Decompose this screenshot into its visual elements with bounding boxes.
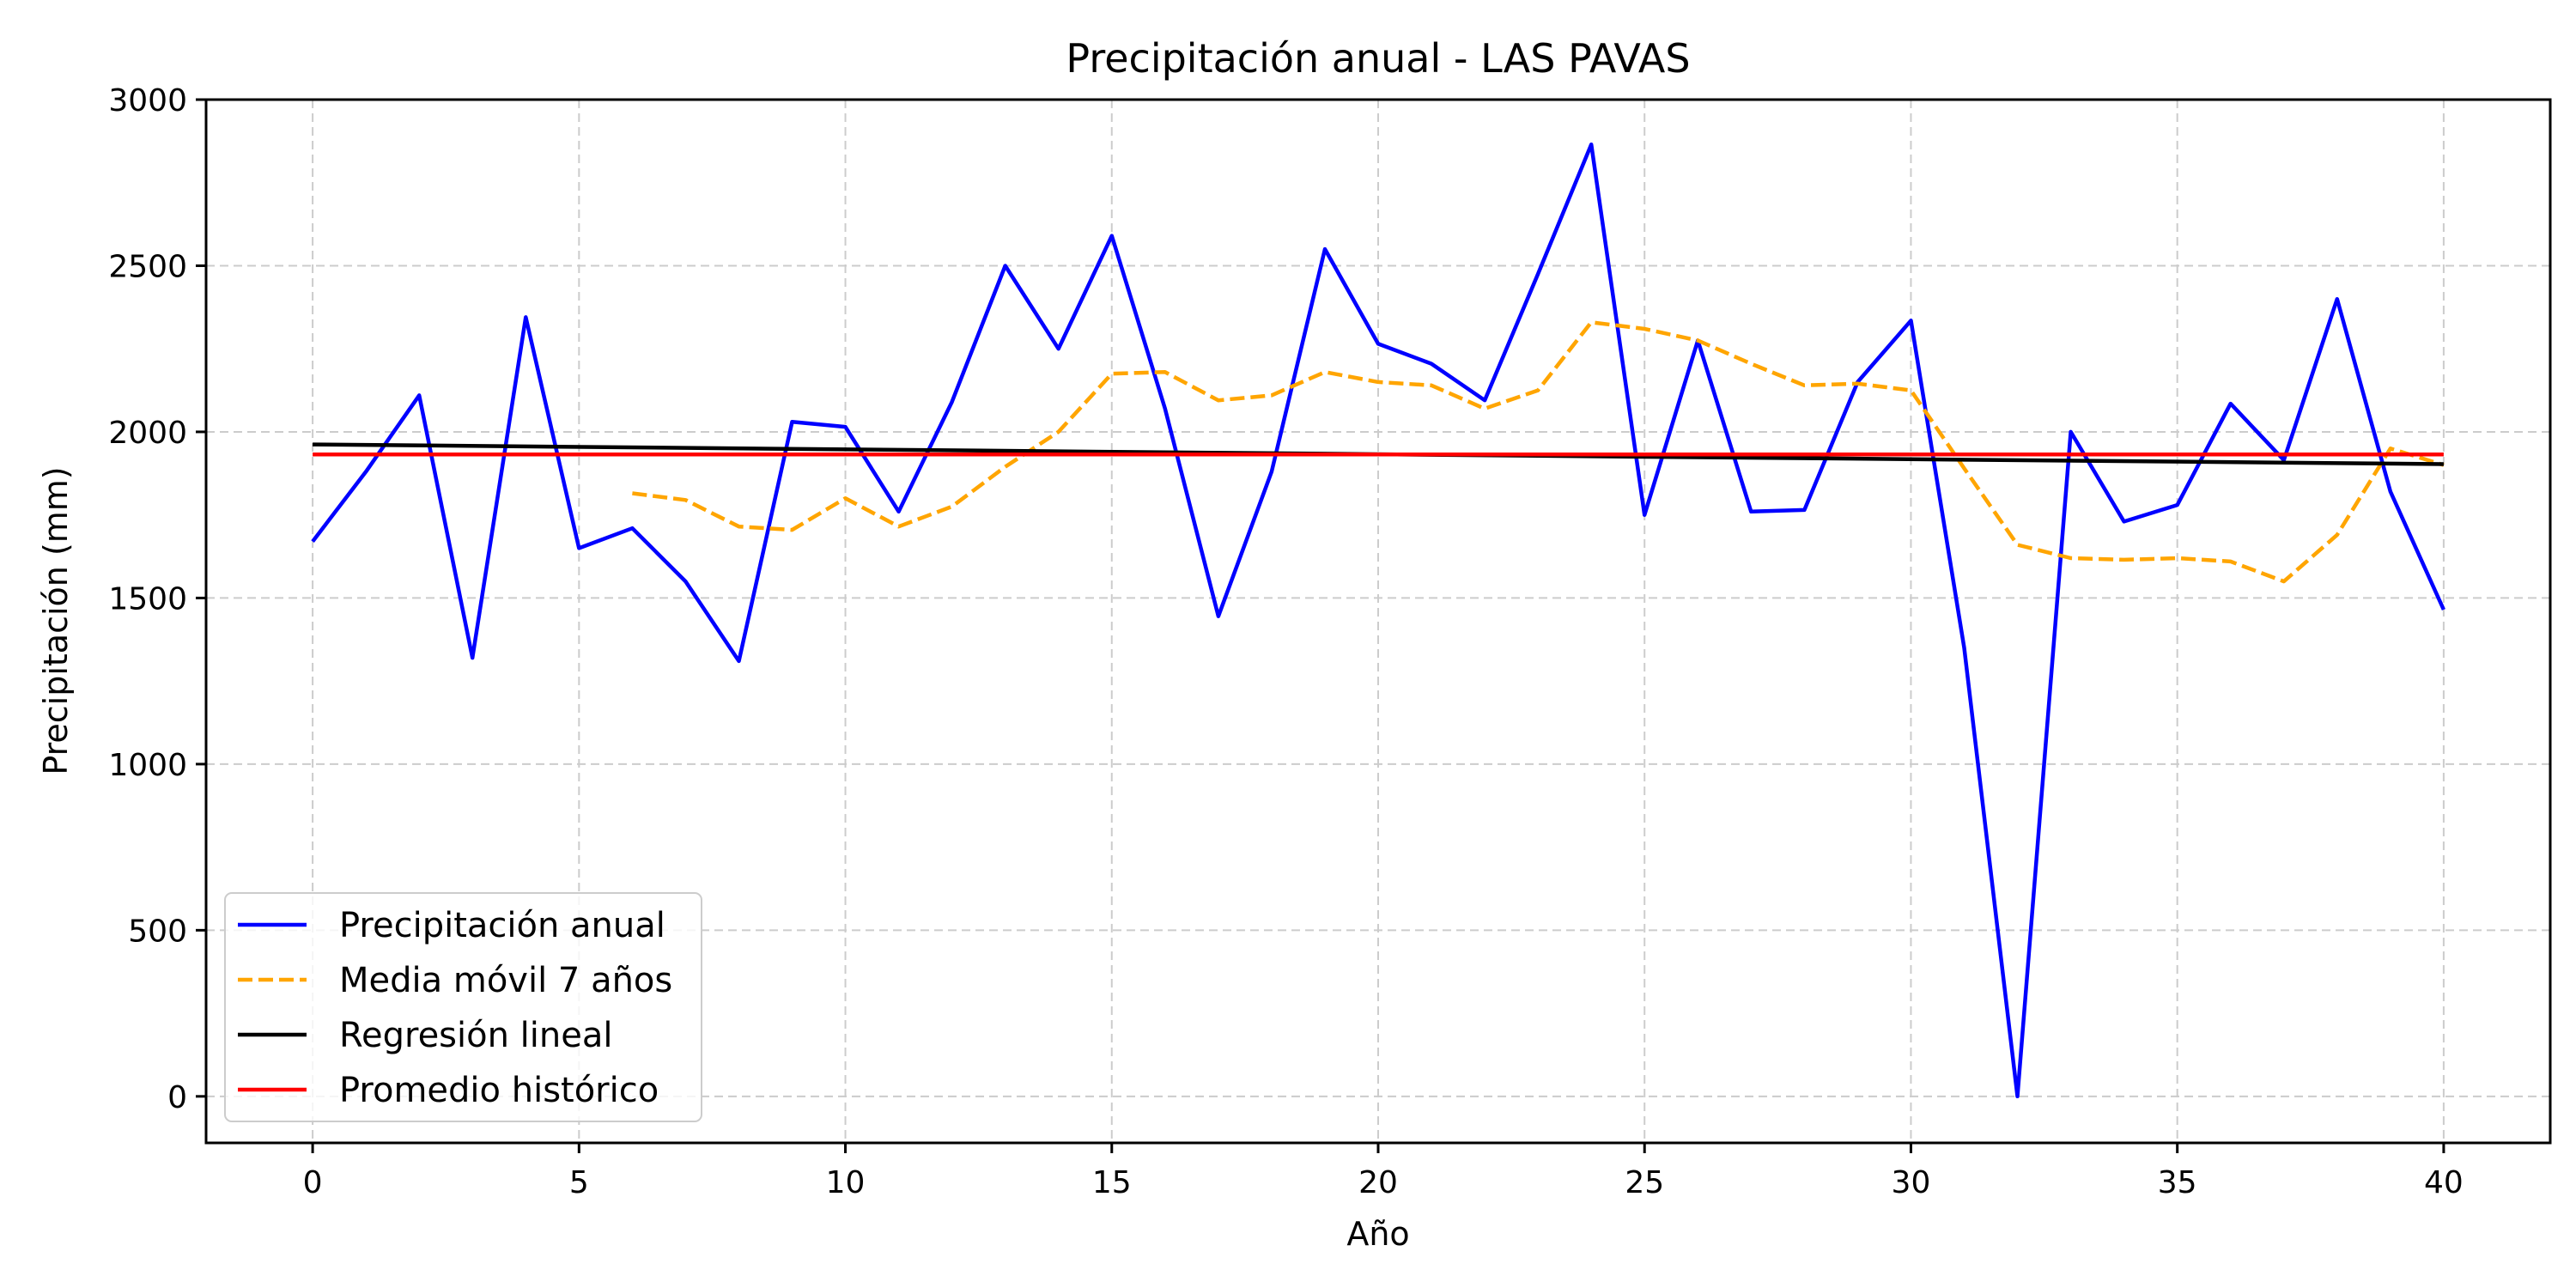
y-tick-label: 1000: [108, 748, 187, 783]
x-tick-label: 10: [826, 1165, 866, 1200]
y-tick-label: 2500: [108, 249, 187, 284]
legend-label: Media móvil 7 años: [339, 961, 672, 1000]
legend-box: [224, 892, 702, 1122]
y-tick-label: 3000: [108, 83, 187, 118]
x-tick-label: 0: [303, 1165, 323, 1200]
x-axis-title: Año: [1346, 1215, 1409, 1253]
x-tick-label: 25: [1625, 1165, 1664, 1200]
x-tick-label: 20: [1358, 1165, 1398, 1200]
legend-label: Promedio histórico: [339, 1071, 659, 1110]
legend: Precipitación anual Media móvil 7 años Reg…: [224, 892, 702, 1122]
y-tick-label: 0: [167, 1080, 187, 1115]
y-tick-label: 2000: [108, 416, 187, 451]
chart-title: Precipitación anual - LAS PAVAS: [1066, 35, 1690, 82]
y-tick-label: 1500: [108, 581, 187, 617]
series-layer: [311, 142, 2445, 1099]
x-tick-label: 40: [2424, 1165, 2464, 1200]
x-tick-label: 35: [2158, 1165, 2197, 1200]
x-tick-label: 5: [569, 1165, 589, 1200]
series-line-media-movil-7-anos: [632, 320, 2445, 584]
y-axis-title: Precipitación (mm): [37, 466, 75, 775]
y-tick-label: 500: [128, 914, 187, 949]
x-tick-label: 15: [1092, 1165, 1132, 1200]
ticks: 0 5 10 15 20 25 30 35 40 0 500 1000 1500 2000 2500 3000: [108, 83, 2463, 1200]
legend-label: Regresión lineal: [339, 1016, 612, 1055]
x-tick-label: 30: [1892, 1165, 1931, 1200]
legend-label: Precipitación anual: [339, 906, 665, 945]
